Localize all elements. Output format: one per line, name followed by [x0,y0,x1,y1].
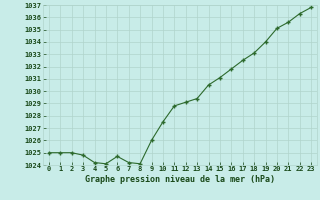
X-axis label: Graphe pression niveau de la mer (hPa): Graphe pression niveau de la mer (hPa) [85,175,275,184]
